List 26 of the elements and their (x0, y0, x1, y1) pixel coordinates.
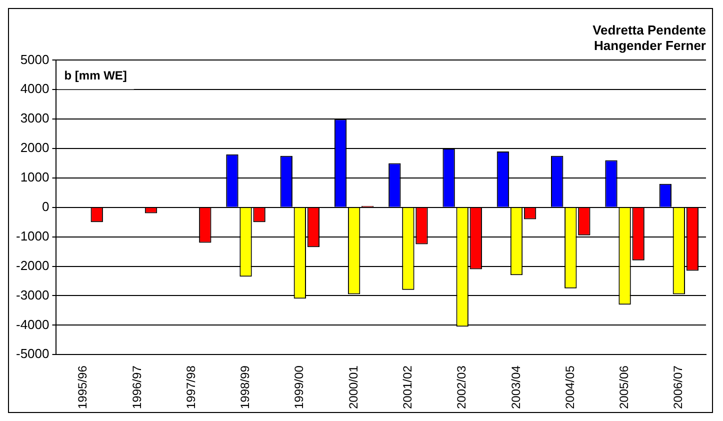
x-tick-label: 2001/02 (400, 365, 415, 410)
x-tick-label: 2000/01 (346, 365, 360, 410)
x-tick-label: 1997/98 (184, 365, 198, 410)
x-tick-label: 2006/07 (671, 365, 686, 410)
y-tick-label: 2000 (20, 140, 50, 156)
y-tick-label: 4000 (20, 81, 50, 96)
x-tick-label: 2004/05 (562, 365, 577, 410)
y-tick-label: 0 (42, 198, 50, 214)
x-tick-label: 2003/04 (508, 365, 523, 410)
y-tick-label: 5000 (20, 52, 50, 67)
y-tick-label: -4000 (16, 316, 50, 332)
x-tick-label: 1996/97 (130, 365, 144, 410)
text: Vedretta Pendente (592, 22, 706, 38)
x-tick-label: 2005/06 (617, 365, 632, 410)
x-tick-label: 2002/03 (454, 365, 469, 410)
text: Hangender Ferner (594, 38, 706, 53)
y-tick-label: -1000 (16, 228, 50, 244)
y-tick-label: 3000 (20, 110, 50, 126)
x-tick-label: 1995/96 (76, 365, 90, 410)
y-tick-label: -3000 (16, 287, 50, 302)
x-tick-label: 1999/00 (292, 365, 306, 410)
y-tick-label: -2000 (16, 258, 50, 273)
y-axis-title: b [mm WE] (64, 68, 127, 83)
y-tick-label: -5000 (16, 346, 50, 362)
y-tick-label: 1000 (20, 170, 50, 185)
x-tick-label: 1998/99 (238, 365, 252, 410)
